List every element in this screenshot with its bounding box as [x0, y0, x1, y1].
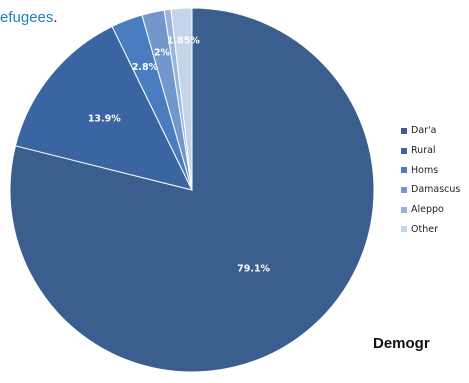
legend-swatch: [401, 127, 407, 134]
data-label-rural: 13.9%: [88, 114, 121, 125]
pie-data-labels: 79.1%13.9%2.8%2%0.60%1.85%: [88, 36, 271, 275]
legend-item-rural: Rural: [401, 141, 460, 161]
section-heading: Demogr: [373, 335, 430, 352]
legend-item-dar-a: Dar'a: [401, 121, 460, 141]
legend-item-other: Other: [401, 219, 460, 239]
pie-slice-rural: [14, 25, 193, 191]
legend-label: Aleppo: [411, 204, 444, 216]
legend-item-aleppo: Aleppo: [401, 200, 460, 220]
legend-item-homs: Homs: [401, 160, 460, 180]
data-label-dar-a: 79.1%: [237, 263, 270, 274]
legend-swatch: [401, 186, 407, 193]
legend-label: Homs: [411, 164, 439, 176]
legend-label: Dar'a: [411, 125, 437, 137]
legend-label: Other: [411, 223, 438, 235]
legend-label: Damascus: [411, 184, 461, 196]
data-label-homs: 2.8%: [132, 62, 159, 73]
legend-swatch: [401, 147, 407, 154]
pie-slice-other: [170, 7, 193, 191]
refugees-link[interactable]: efugees: [0, 9, 54, 26]
chart-legend: Dar'a Rural Homs Damascus Aleppo Other: [401, 121, 460, 239]
legend-label: Rural: [411, 145, 436, 157]
data-label-other: 1.85%: [167, 36, 200, 47]
legend-swatch: [401, 206, 407, 213]
pie-slices: [9, 7, 375, 373]
legend-swatch: [401, 167, 407, 174]
data-label-damascus: 2%: [154, 48, 171, 59]
intro-text: efugees.: [0, 9, 58, 27]
sentence-period: .: [53, 9, 58, 26]
legend-item-damascus: Damascus: [401, 180, 460, 200]
pie-slice-dar-a: [9, 7, 375, 373]
legend-swatch: [401, 226, 407, 233]
